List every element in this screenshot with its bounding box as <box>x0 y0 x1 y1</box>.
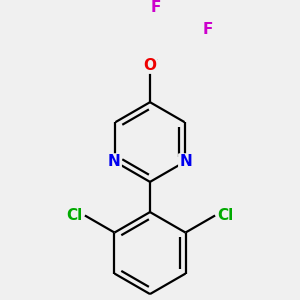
Text: N: N <box>108 154 121 169</box>
Text: Cl: Cl <box>217 208 233 223</box>
Text: O: O <box>143 58 157 73</box>
Text: N: N <box>179 154 192 169</box>
Text: Cl: Cl <box>67 208 83 223</box>
Text: F: F <box>151 0 161 15</box>
Text: F: F <box>203 22 213 38</box>
